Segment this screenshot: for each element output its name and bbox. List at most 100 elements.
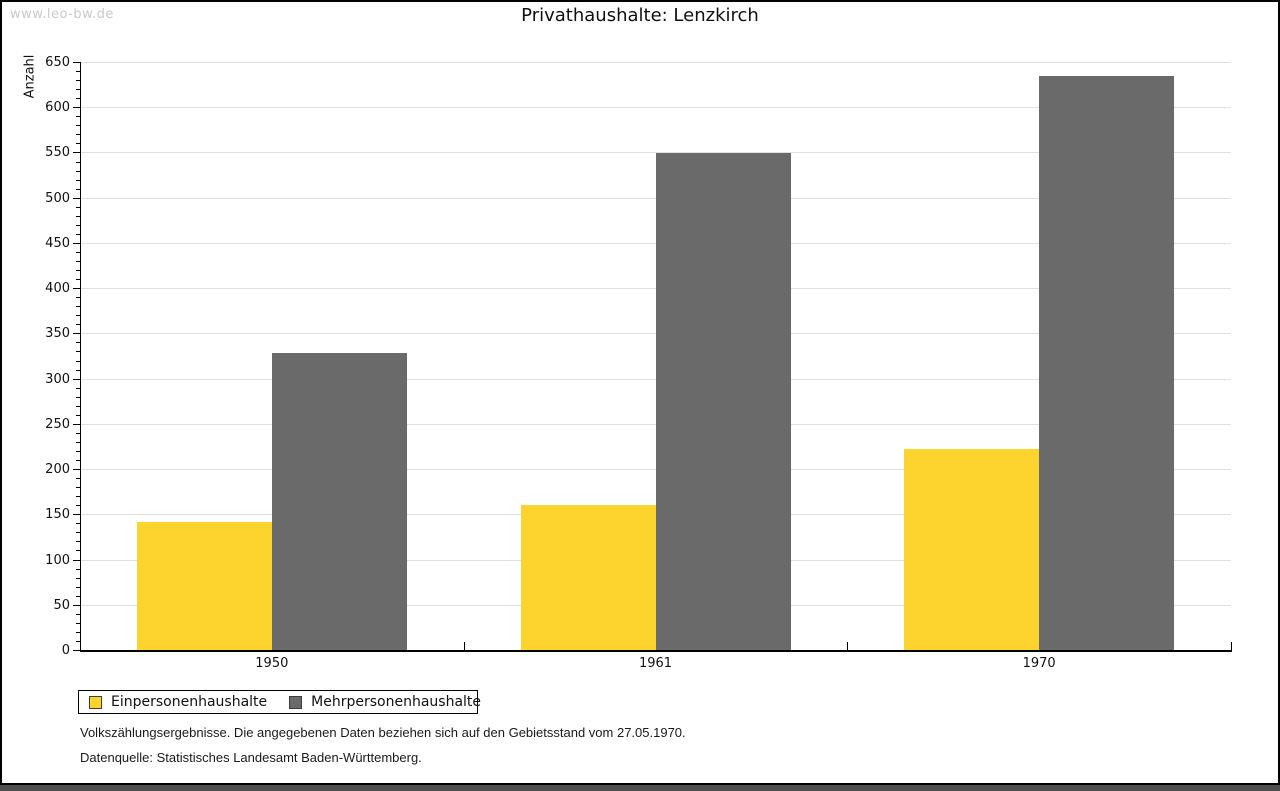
y-tick-label: 350 xyxy=(45,326,70,342)
y-minor-tick xyxy=(76,460,80,462)
y-tick-label: 50 xyxy=(53,597,70,613)
footnote-source-note: Volkszählungsergebnisse. Die angegebenen… xyxy=(80,725,686,740)
y-minor-tick xyxy=(76,251,80,253)
x-axis-line xyxy=(80,650,1232,652)
y-minor-tick xyxy=(76,324,80,326)
y-minor-tick xyxy=(76,261,80,262)
y-minor-tick xyxy=(76,279,80,281)
y-minor-tick xyxy=(76,215,80,217)
y-minor-tick xyxy=(76,450,80,452)
y-major-tick xyxy=(73,288,80,290)
y-minor-tick xyxy=(76,360,80,362)
bar-1961-einpersonenhaushalte xyxy=(520,505,656,650)
y-tick-label: 600 xyxy=(45,100,70,116)
bar-1970-mehrpersonenhaushalte xyxy=(1039,75,1175,650)
y-minor-tick xyxy=(76,405,80,407)
y-major-tick xyxy=(73,242,80,244)
bar-1950-mehrpersonenhaushalte xyxy=(271,353,407,650)
y-tick-label: 100 xyxy=(45,552,70,568)
legend: Einpersonenhaushalte Mehrpersonenhaushal… xyxy=(78,690,481,714)
bottom-strip xyxy=(0,785,1280,791)
y-minor-tick xyxy=(76,478,80,480)
y-minor-tick xyxy=(76,414,80,416)
y-major-tick xyxy=(73,333,80,335)
y-minor-tick xyxy=(76,387,80,389)
y-tick-label: 550 xyxy=(45,145,70,161)
y-tick-label: 650 xyxy=(45,55,70,70)
grid-line xyxy=(81,152,1231,154)
y-major-tick xyxy=(73,62,80,63)
y-minor-tick xyxy=(76,270,80,272)
y-minor-tick xyxy=(76,351,80,353)
y-tick-label: 200 xyxy=(45,462,70,478)
x-boundary-tick xyxy=(463,642,465,650)
y-minor-tick xyxy=(76,134,80,136)
x-boundary-tick xyxy=(847,642,849,650)
legend-item-mehrpersonenhaushalte: Mehrpersonenhaushalte xyxy=(289,694,481,710)
y-minor-tick xyxy=(76,396,80,398)
watermark: www.leo-bw.de xyxy=(10,7,114,22)
y-minor-tick xyxy=(76,315,80,317)
y-minor-tick xyxy=(76,541,80,543)
y-major-tick xyxy=(73,197,80,199)
y-minor-tick xyxy=(76,631,80,633)
legend-swatch-gray xyxy=(289,695,303,709)
grid-line xyxy=(81,62,1231,63)
y-tick-label: 450 xyxy=(45,235,70,251)
y-major-tick xyxy=(73,469,80,471)
y-minor-tick xyxy=(76,550,80,552)
y-minor-tick xyxy=(76,532,80,534)
y-minor-tick xyxy=(76,116,80,118)
y-major-tick xyxy=(73,650,80,651)
y-minor-tick xyxy=(76,369,80,371)
y-tick-label: 300 xyxy=(45,371,70,387)
y-minor-tick xyxy=(76,98,80,100)
bar-1950-einpersonenhaushalte xyxy=(136,521,272,650)
legend-item-einpersonenhaushalte: Einpersonenhaushalte xyxy=(89,694,267,710)
x-boundary-tick xyxy=(80,642,81,650)
legend-swatch-yellow xyxy=(89,695,102,709)
y-minor-tick xyxy=(76,224,80,226)
y-minor-tick xyxy=(76,125,80,127)
y-major-tick xyxy=(73,107,80,109)
footnote-data-source: Datenquelle: Statistisches Landesamt Bad… xyxy=(80,750,422,765)
y-minor-tick xyxy=(76,586,80,588)
chart-title: Privathaushalte: Lenzkirch xyxy=(521,5,759,26)
legend-label: Mehrpersonenhaushalte xyxy=(311,694,482,710)
y-tick-label: 500 xyxy=(45,190,70,206)
y-minor-tick xyxy=(76,297,80,299)
legend-label: Einpersonenhaushalte xyxy=(111,694,268,710)
y-minor-tick xyxy=(76,170,80,172)
y-minor-tick xyxy=(76,568,80,570)
y-minor-tick xyxy=(76,161,80,163)
y-minor-tick xyxy=(76,89,80,91)
y-minor-tick xyxy=(76,613,80,615)
y-minor-tick xyxy=(76,577,80,579)
y-minor-tick xyxy=(76,640,80,642)
y-axis-line xyxy=(80,62,81,650)
y-major-tick xyxy=(73,514,80,516)
y-minor-tick xyxy=(76,80,80,82)
y-minor-tick xyxy=(76,505,80,507)
y-tick-label: 150 xyxy=(45,507,70,523)
x-boundary-tick xyxy=(1231,642,1232,650)
y-major-tick xyxy=(73,423,80,425)
bar-1961-mehrpersonenhaushalte xyxy=(655,153,791,650)
y-minor-tick xyxy=(76,496,80,498)
y-tick-label: 250 xyxy=(45,416,70,432)
y-tick-label: 400 xyxy=(45,281,70,297)
y-minor-tick xyxy=(76,342,80,344)
y-major-tick xyxy=(73,378,80,380)
y-tick-label: 0 xyxy=(61,643,70,658)
x-tick-label: 1970 xyxy=(1022,656,1056,671)
y-minor-tick xyxy=(76,432,80,434)
y-minor-tick xyxy=(76,441,80,443)
y-major-tick xyxy=(73,604,80,606)
y-minor-tick xyxy=(76,487,80,489)
y-minor-tick xyxy=(76,595,80,597)
y-minor-tick xyxy=(76,622,80,624)
y-minor-tick xyxy=(76,188,80,190)
